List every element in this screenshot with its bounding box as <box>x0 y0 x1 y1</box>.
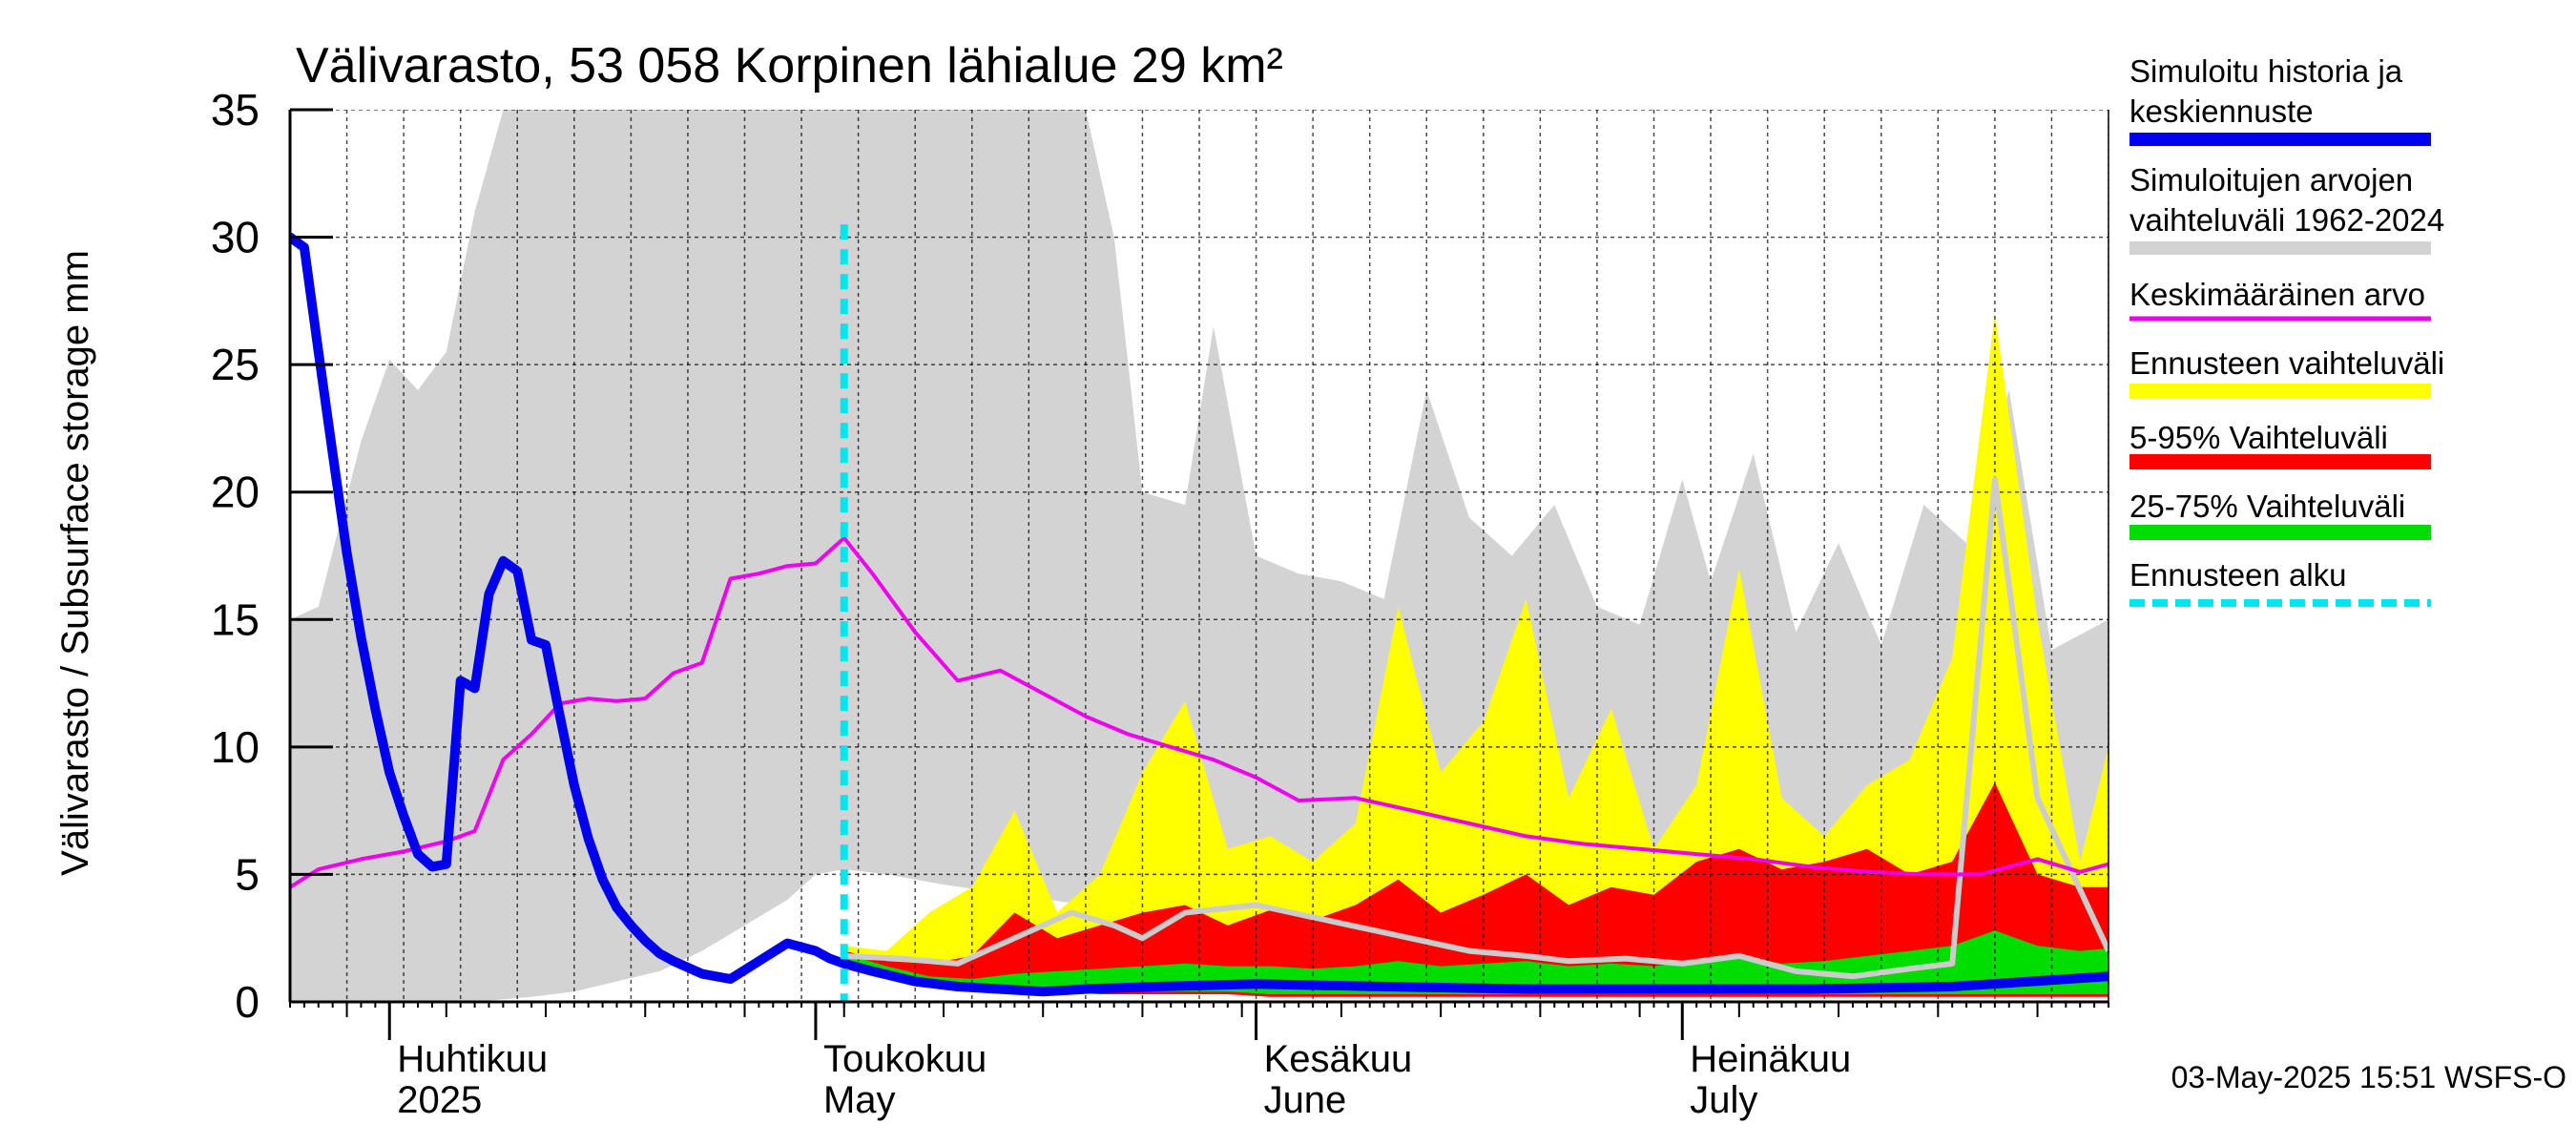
scenario-line <box>843 476 2109 980</box>
legend-label: vaihteluväli 1962-2024 <box>2129 202 2444 238</box>
x-month-label-fi: Heinäkuu <box>1690 1038 1851 1080</box>
x-month-label-en: July <box>1690 1079 1757 1121</box>
range-5-95-layer <box>843 782 2109 997</box>
legend-label: Ennusteen alku <box>2129 557 2347 593</box>
legend: Simuloitu historia ja keskiennuste Simuloi… <box>2129 53 2444 607</box>
simulated-history-line <box>290 232 2109 997</box>
y-tick-label: 5 <box>235 849 260 899</box>
legend-label: 25-75% Vaihteluväli <box>2129 489 2405 524</box>
legend-label: Simuloitu historia ja <box>2129 53 2403 89</box>
legend-label: 5-95% Vaihteluväli <box>2129 420 2388 455</box>
y-tick-label: 0 <box>235 977 260 1027</box>
x-month-label-fi: Kesäkuu <box>1264 1038 1413 1080</box>
x-month-label-en: May <box>823 1079 896 1121</box>
range-25-75-layer <box>843 930 2109 994</box>
timestamp-footer: 03-May-2025 15:51 WSFS-O <box>2171 1060 2566 1094</box>
plot-area <box>290 110 2109 1002</box>
x-month-label-fi: Toukokuu <box>823 1038 987 1080</box>
forecast-range-band <box>843 313 2109 994</box>
x-month-label-en: 2025 <box>397 1079 482 1121</box>
x-month-label-en: June <box>1264 1079 1347 1121</box>
legend-label: Ennusteen vaihteluväli <box>2129 345 2444 381</box>
legend-label: Keskimääräinen arvo <box>2129 277 2425 312</box>
x-month-label-fi: Huhtikuu <box>397 1038 548 1080</box>
y-tick-label: 25 <box>211 340 260 389</box>
y-tick-label: 15 <box>211 594 260 644</box>
range-5-95-band <box>843 782 2109 997</box>
y-tick-label: 20 <box>211 468 260 517</box>
y-tick-label: 10 <box>211 722 260 772</box>
range-25-75-band <box>843 930 2109 994</box>
chart-title: Välivarasto, 53 058 Korpinen lähialue 29… <box>296 38 1283 94</box>
mean-line <box>290 535 2109 889</box>
legend-label: keskiennuste <box>2129 94 2314 129</box>
y-axis-ticks: 0 5 10 15 20 25 30 35 <box>211 85 333 1027</box>
forecast-range-layer <box>843 313 2109 994</box>
y-tick-label: 30 <box>211 213 260 262</box>
legend-label: Simuloitujen arvojen <box>2129 162 2413 198</box>
grid-layer <box>290 110 2109 1002</box>
y-axis-label: Välivarasto / Subsurface storage mm <box>54 250 96 876</box>
series-lines-layer <box>290 224 2109 1002</box>
y-tick-label: 35 <box>211 85 260 135</box>
